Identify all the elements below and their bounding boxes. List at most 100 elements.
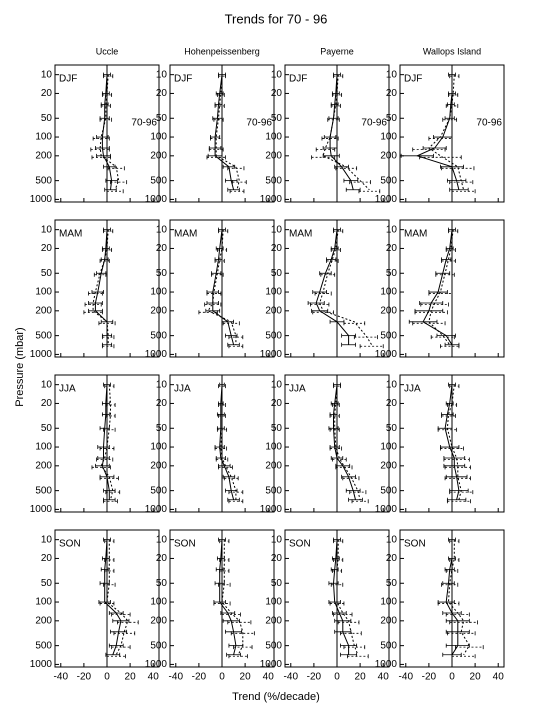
error-bar: [440, 446, 464, 451]
y-tick-label: 50: [386, 423, 398, 434]
y-tick-label: 20: [271, 553, 283, 564]
error-bar: [449, 539, 460, 544]
error-bar: [343, 645, 366, 650]
error-bar: [103, 229, 114, 234]
error-bar: [343, 321, 366, 326]
error-bar: [99, 601, 115, 606]
y-tick-label: 100: [380, 287, 397, 298]
x-tick-label: -20: [77, 672, 92, 683]
error-bar: [104, 568, 115, 573]
y-tick-label: 200: [380, 460, 397, 471]
error-bar: [330, 456, 344, 461]
profile-line: [444, 384, 460, 500]
error-bar: [331, 92, 343, 97]
error-bar: [105, 413, 116, 418]
error-bar: [101, 335, 115, 340]
y-tick-label: 200: [265, 615, 282, 626]
error-bar: [412, 321, 446, 326]
error-bar: [327, 117, 340, 122]
error-bar: [342, 476, 360, 481]
y-tick-label: 50: [271, 113, 283, 124]
season-label: MAM: [174, 229, 197, 240]
error-bar: [329, 446, 343, 451]
error-bar: [437, 601, 460, 606]
error-bar: [333, 74, 344, 79]
season-label: SON: [174, 539, 196, 550]
error-bar: [353, 335, 378, 340]
profile-line: [214, 74, 235, 190]
profile-line: [332, 539, 350, 655]
y-tick-label: 200: [265, 305, 282, 316]
error-bar: [88, 291, 103, 296]
profile-line: [219, 384, 235, 500]
season-label: MAM: [59, 229, 82, 240]
y-tick-label: 20: [156, 398, 168, 409]
error-bar: [333, 384, 341, 389]
x-axis-label: Trend (%/decade): [232, 691, 320, 703]
panel: 10 20 50 100 200 500 1000 JJA: [375, 374, 505, 515]
error-bar: [215, 457, 229, 462]
error-bar: [206, 155, 226, 160]
y-tick-label: 200: [150, 615, 167, 626]
y-tick-label: 200: [35, 150, 52, 161]
y-tick-label: 200: [35, 460, 52, 471]
y-tick-label: 10: [386, 379, 398, 390]
error-bar: [349, 490, 367, 495]
x-tick-label: -20: [307, 672, 322, 683]
error-bar: [105, 490, 121, 495]
y-tick-label: 50: [386, 113, 398, 124]
y-tick-label: 200: [35, 615, 52, 626]
error-bar: [330, 247, 341, 252]
profile-line: [334, 384, 361, 500]
y-tick-label: 1000: [145, 504, 168, 515]
y-tick-label: 200: [380, 150, 397, 161]
y-tick-label: 1000: [375, 504, 398, 515]
profile-line: [207, 229, 237, 345]
y-tick-label: 10: [271, 69, 283, 80]
y-tick-label: 20: [41, 398, 53, 409]
error-bar: [340, 631, 362, 636]
panel-title: Hohenpeissenberg: [184, 46, 260, 56]
profile-line: [445, 539, 459, 656]
error-bar: [448, 92, 459, 97]
error-bar: [93, 272, 107, 277]
error-bar: [204, 302, 222, 307]
error-bar: [91, 290, 104, 295]
error-bar: [110, 180, 128, 185]
error-bar: [448, 229, 459, 234]
error-bar: [449, 74, 460, 79]
y-tick-label: 200: [150, 150, 167, 161]
x-tick-label: 20: [355, 672, 367, 683]
error-bar: [331, 402, 340, 407]
error-bar: [329, 601, 345, 606]
y-tick-label: 50: [271, 423, 283, 434]
x-tick-label: 0: [104, 672, 110, 683]
error-bar: [314, 291, 332, 296]
error-bar: [320, 272, 336, 277]
error-bar: [228, 335, 244, 340]
error-bar: [219, 557, 230, 562]
x-tick-label: -40: [399, 672, 414, 683]
error-bar: [91, 465, 111, 470]
error-bar: [101, 344, 115, 349]
season-label: DJF: [59, 74, 77, 85]
error-bar: [227, 497, 240, 502]
error-bar: [430, 335, 455, 340]
error-bar: [227, 342, 240, 347]
error-bar: [99, 258, 110, 263]
x-tick-label: 40: [148, 672, 160, 683]
profile-line: [428, 229, 454, 346]
error-bar: [329, 427, 340, 432]
y-tick-label: 20: [386, 398, 398, 409]
error-bar: [337, 620, 360, 625]
y-tick-label: 50: [41, 578, 53, 589]
profile-line: [101, 384, 110, 500]
panel: 10 20 50 100 200 500 1000 MAM: [30, 219, 160, 360]
error-bar: [330, 103, 341, 108]
error-bar: [358, 189, 381, 194]
error-bar: [84, 302, 102, 307]
y-tick-label: 10: [156, 534, 168, 545]
error-bar: [103, 427, 116, 432]
error-bar: [341, 342, 356, 347]
error-bar: [228, 499, 244, 504]
